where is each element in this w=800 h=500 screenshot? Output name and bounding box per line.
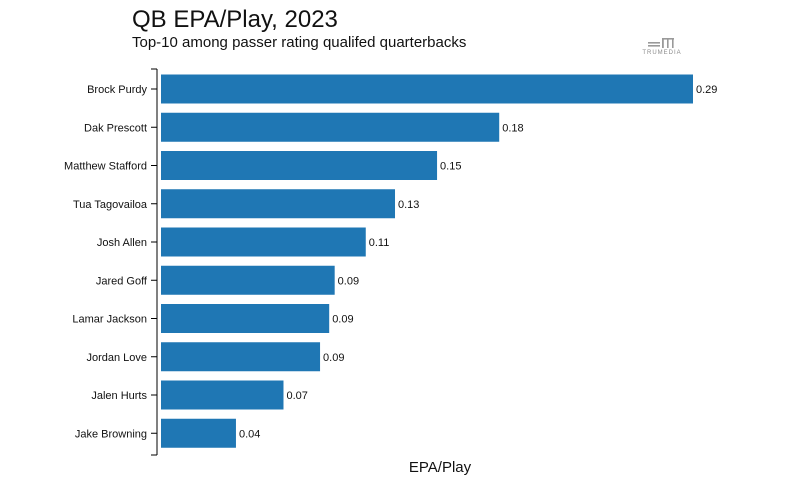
logo-mark-icon [648, 38, 674, 48]
chart-subtitle: Top-10 among passer rating qualifed quar… [132, 34, 467, 51]
chart-title: QB EPA/Play, 2023 [132, 6, 338, 33]
labels: Brock Purdy 0.29 Dak Prescott 0.18 Matthew S… [64, 84, 717, 440]
bar [161, 265, 335, 295]
bar [161, 342, 321, 372]
bar [161, 112, 500, 142]
value-label: 0.04 [239, 428, 260, 440]
bar [161, 380, 284, 410]
value-label: 0.15 [440, 161, 461, 173]
bar [161, 418, 236, 448]
value-label: 0.09 [323, 352, 344, 364]
logo-text: TRUMEDIA [642, 50, 682, 56]
category-label: Jared Goff [96, 275, 148, 287]
category-label: Jake Browning [75, 428, 147, 440]
value-label: 0.07 [286, 390, 307, 402]
bar [161, 304, 330, 333]
category-label: Lamar Jackson [72, 314, 147, 326]
bar [161, 151, 438, 180]
category-label: Jalen Hurts [91, 390, 147, 402]
trumedia-logo: TRUMEDIA [640, 36, 684, 60]
x-axis-label: EPA/Play [408, 459, 472, 476]
value-label: 0.29 [696, 84, 717, 96]
category-label: Tua Tagovailoa [73, 199, 148, 211]
y-axis [151, 68, 158, 456]
category-label: Josh Allen [97, 237, 147, 249]
category-label: Jordan Love [86, 352, 147, 364]
value-label: 0.09 [338, 275, 359, 287]
category-label: Matthew Stafford [64, 161, 147, 173]
bars [161, 74, 693, 448]
category-label: Dak Prescott [84, 122, 147, 134]
bar [161, 227, 366, 257]
bar [161, 189, 396, 219]
value-label: 0.11 [369, 237, 390, 249]
value-label: 0.09 [332, 314, 353, 326]
value-label: 0.18 [502, 122, 523, 134]
value-label: 0.13 [398, 199, 419, 211]
bar [161, 74, 693, 104]
category-label: Brock Purdy [87, 84, 147, 96]
